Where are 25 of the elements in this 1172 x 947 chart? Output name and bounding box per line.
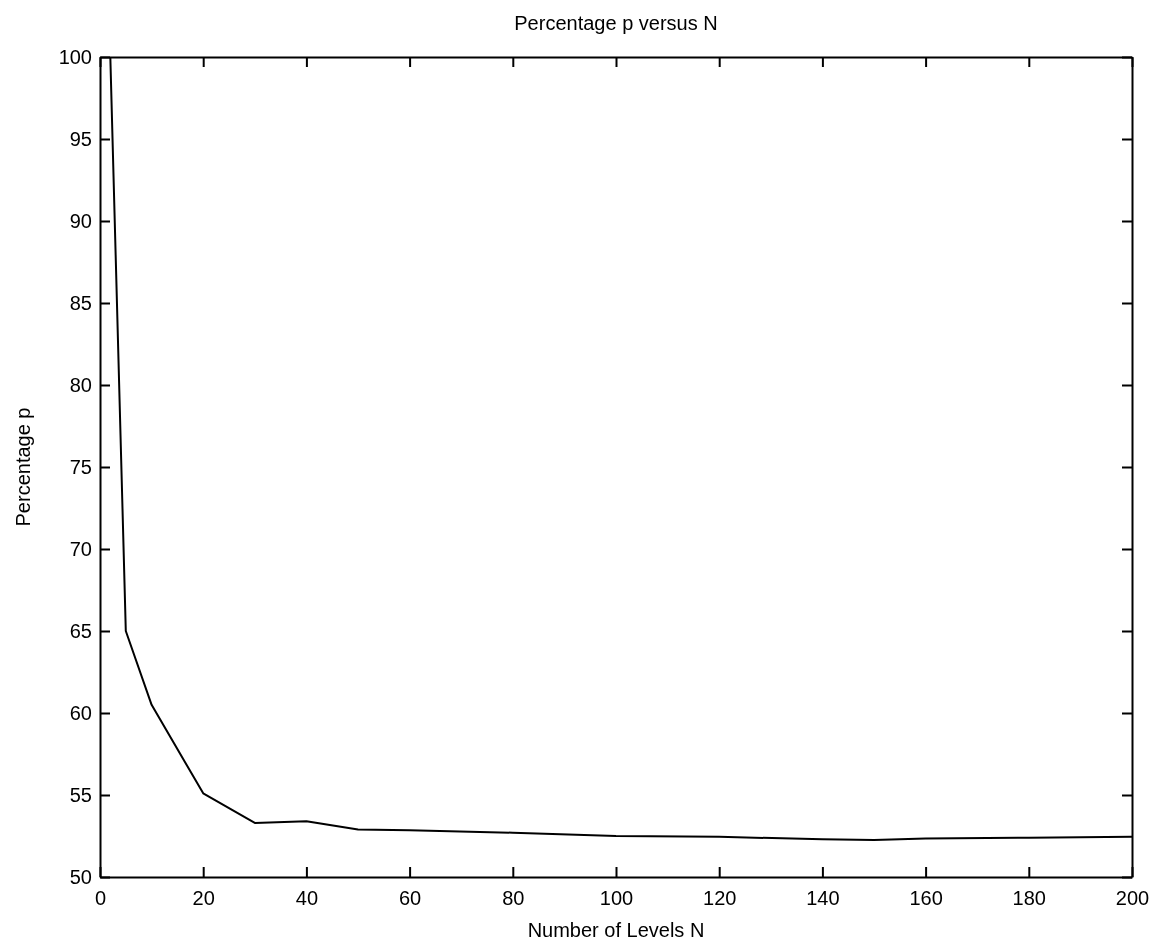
y-tick-label: 90 — [69, 209, 92, 232]
y-tick-label: 60 — [69, 701, 92, 724]
x-tick-label: 80 — [502, 887, 525, 910]
x-tick-label: 60 — [398, 887, 422, 910]
x-tick-label: 140 — [806, 887, 840, 910]
x-tick-label: 0 — [94, 887, 107, 910]
y-tick-label: 95 — [69, 127, 92, 150]
x-tick-label: 120 — [703, 887, 737, 910]
y-tick-label: 100 — [58, 45, 92, 68]
x-tick-label: 20 — [192, 887, 215, 910]
y-tick-label: 70 — [69, 537, 92, 560]
x-tick-label: 200 — [1115, 887, 1150, 910]
y-tick-label: 85 — [69, 291, 92, 314]
y-tick-label: 55 — [69, 783, 92, 806]
x-tick-label: 180 — [1012, 887, 1046, 910]
x-tick-label: 100 — [599, 887, 634, 910]
y-tick-label: 50 — [69, 865, 92, 888]
chart-title: Percentage p versus N — [514, 12, 718, 34]
y-axis-title: Percentage p — [12, 407, 34, 527]
y-tick-label: 75 — [69, 455, 92, 478]
y-tick-label: 80 — [69, 373, 92, 396]
y-tick-label: 65 — [69, 619, 92, 642]
x-tick-label: 160 — [909, 887, 943, 910]
x-tick-label: 40 — [295, 887, 319, 910]
x-axis-title: Number of Levels N — [527, 919, 705, 941]
